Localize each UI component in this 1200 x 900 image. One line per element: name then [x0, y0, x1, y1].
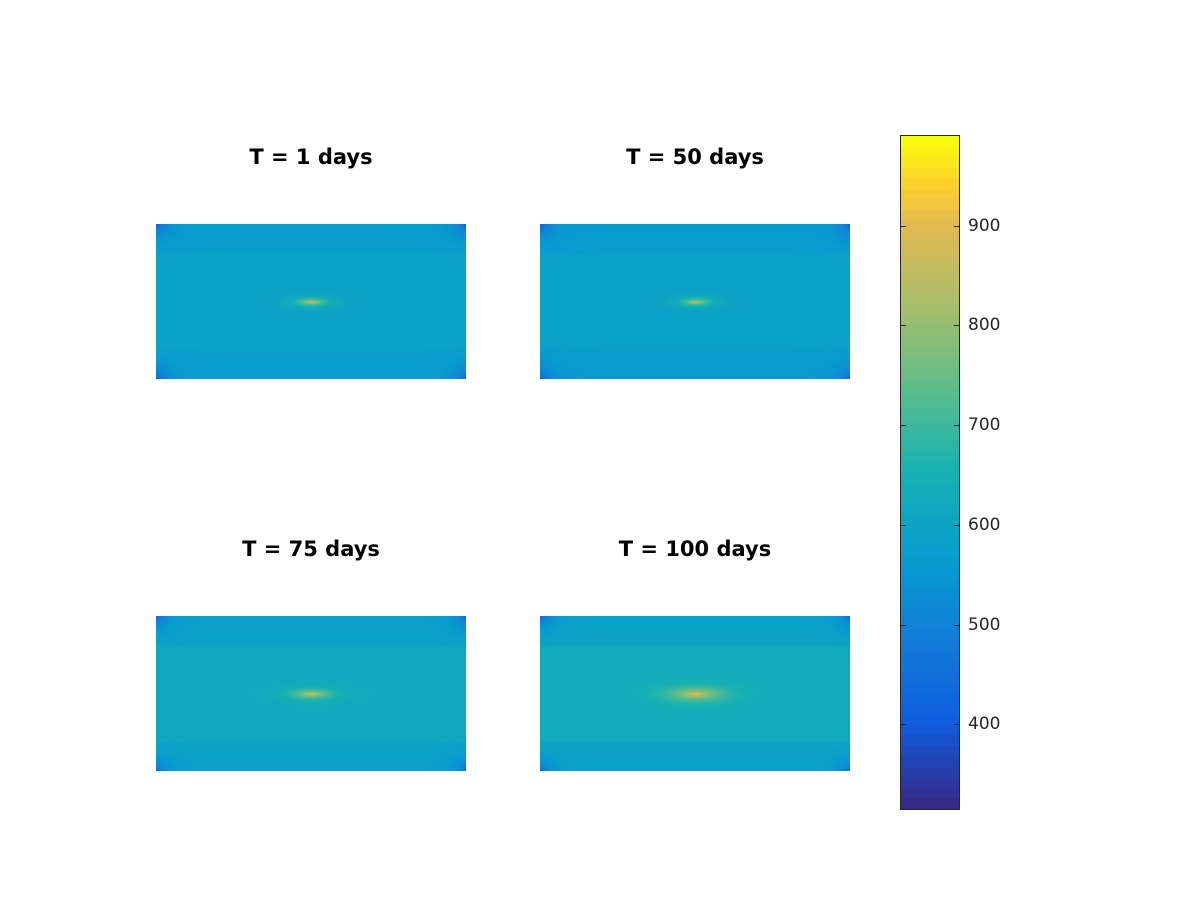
colorbar-tick-label: 600: [968, 515, 1001, 535]
colorbar: [900, 135, 960, 810]
colorbar-tick-left: [900, 226, 906, 227]
heatmap-panel-1: [156, 224, 466, 379]
colorbar-tick-label: 900: [968, 216, 1001, 236]
colorbar-tick-label: 400: [968, 714, 1001, 734]
panel-title-4: T = 100 days: [618, 537, 772, 561]
colorbar-tick-left: [900, 325, 906, 326]
heatmap-panel-3: [156, 616, 466, 771]
panel-title-3: T = 75 days: [242, 537, 380, 561]
colorbar-tick-label: 700: [968, 415, 1001, 435]
colorbar-tick-right: [954, 625, 960, 626]
colorbar-tick-left: [900, 625, 906, 626]
colorbar-tick-left: [900, 425, 906, 426]
colorbar-tick-right: [954, 724, 960, 725]
colorbar-tick-left: [900, 724, 906, 725]
colorbar-tick-right: [954, 425, 960, 426]
colorbar-tick-label: 500: [968, 615, 1001, 635]
colorbar-tick-label: 800: [968, 315, 1001, 335]
colorbar-tick-right: [954, 226, 960, 227]
heatmap-panel-4: [540, 616, 850, 771]
panel-title-2: T = 50 days: [626, 145, 764, 169]
panel-title-1: T = 1 days: [249, 145, 373, 169]
colorbar-tick-right: [954, 325, 960, 326]
heatmap-panel-2: [540, 224, 850, 379]
colorbar-tick-left: [900, 525, 906, 526]
colorbar-tick-right: [954, 525, 960, 526]
